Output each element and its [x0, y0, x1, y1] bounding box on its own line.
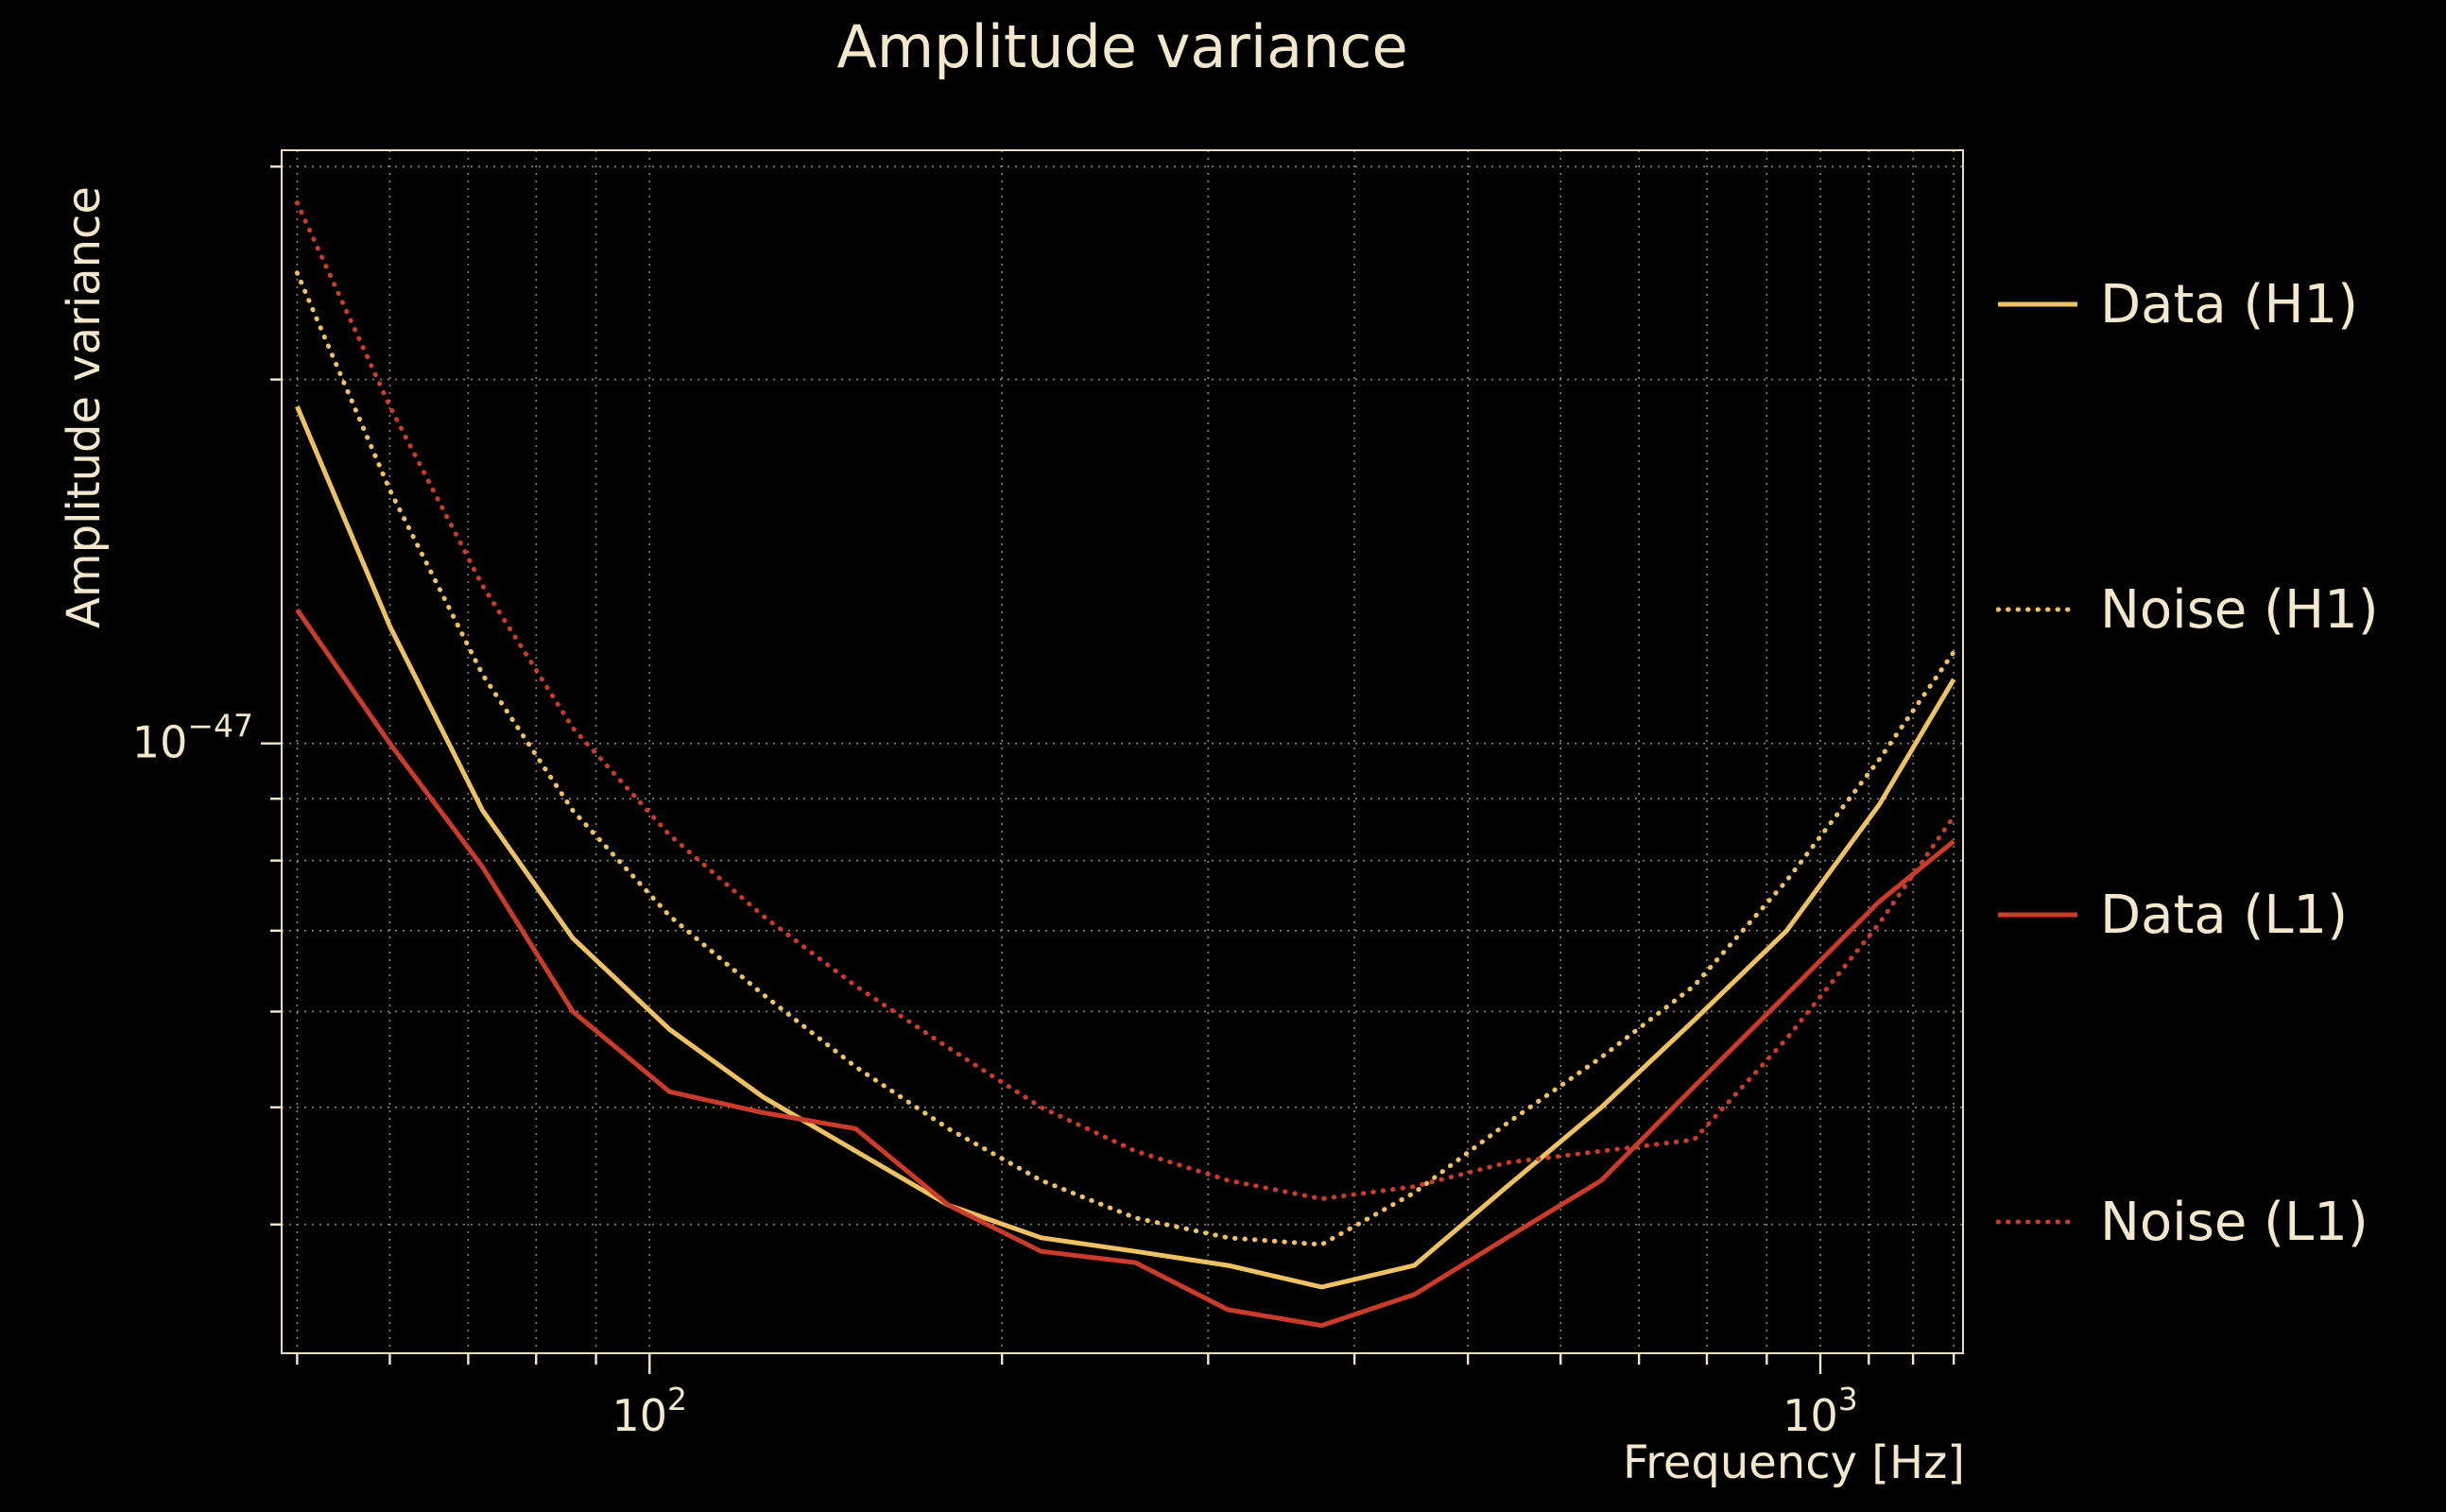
chart-title: Amplitude variance	[836, 12, 1408, 81]
series-line-data-h1	[295, 405, 1956, 1290]
x-tick-label: 102	[612, 1381, 688, 1441]
x-axis-label: Frequency [Hz]	[1623, 1436, 1965, 1489]
y-tick-label: 10−47	[132, 708, 253, 768]
series-line-data-l1	[295, 608, 1955, 1329]
x-tick-label: 103	[1783, 1381, 1858, 1441]
series-line-noise-h1	[294, 270, 1956, 1247]
series-line-noise-l1	[294, 200, 1956, 1202]
plot-frame	[281, 149, 1964, 1354]
